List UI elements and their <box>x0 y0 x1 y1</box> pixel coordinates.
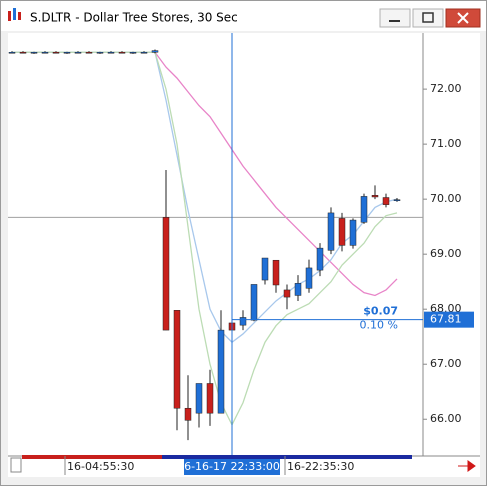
candle-body <box>173 310 181 409</box>
candle-body <box>140 52 148 54</box>
y-tick-label: 69.00 <box>430 247 462 260</box>
candle-body <box>338 218 346 246</box>
y-tick-label: 66.00 <box>430 412 462 425</box>
candle-body <box>316 247 324 271</box>
crosshair-time-box <box>184 459 280 475</box>
candle-body <box>272 259 280 286</box>
minimize-button[interactable] <box>379 8 411 28</box>
candle-body <box>393 199 401 201</box>
x-tick-label: 16-04:55:30 <box>67 460 134 473</box>
candle-body <box>382 197 390 205</box>
x-tick-label: 6-16-17 22:33:00 <box>184 460 280 473</box>
candle-body <box>371 195 379 198</box>
y-tick-label: 67.00 <box>430 357 462 370</box>
crosshair-price-label: 67.81 <box>430 313 462 326</box>
candle-body <box>41 52 49 54</box>
close-icon <box>457 12 469 24</box>
scrollbar-right[interactable] <box>162 455 412 459</box>
candle-body <box>217 329 225 414</box>
window-icon <box>8 8 21 21</box>
candle-body <box>195 383 203 414</box>
plot: 66.0067.0068.0069.0070.0071.0072.0067.81… <box>8 33 474 475</box>
maximize-button[interactable] <box>412 8 444 28</box>
annotation: 0.10 % <box>360 319 398 332</box>
candle-body <box>349 219 357 246</box>
candle-body <box>63 52 71 54</box>
x-tick-label: 16-22:35:30 <box>287 460 354 473</box>
candle-body <box>294 283 302 296</box>
candle-body <box>85 52 93 54</box>
candle-body <box>239 317 247 326</box>
candle-body <box>118 52 126 54</box>
chart-area <box>8 33 480 477</box>
y-tick-label: 72.00 <box>430 82 462 95</box>
scrollbar-left[interactable] <box>22 455 162 459</box>
window-title: S.DLTR - Dollar Tree Stores, 30 Sec <box>30 11 238 25</box>
candle-body <box>184 407 192 421</box>
candle-body <box>19 52 27 54</box>
candle-body <box>283 289 291 298</box>
scroll-right-arrow[interactable] <box>458 460 476 472</box>
candle-body <box>261 257 269 281</box>
candle-body <box>8 52 16 54</box>
candle-body <box>96 52 104 54</box>
maximize-icon <box>422 12 434 23</box>
y-tick-label: 70.00 <box>430 192 462 205</box>
candle-body <box>162 217 170 331</box>
candle-body <box>52 52 60 54</box>
candle-body <box>107 52 115 54</box>
candle-body <box>129 52 137 54</box>
price-box <box>424 311 474 328</box>
candle-body <box>360 196 368 223</box>
candle-body <box>206 383 214 414</box>
y-tick-label: 71.00 <box>430 137 462 150</box>
annotation: $0.07 <box>363 305 398 318</box>
candle-body <box>305 267 313 289</box>
candle-body <box>250 284 258 321</box>
candle-body <box>30 52 38 54</box>
candle-body <box>74 52 82 54</box>
scroll-handle[interactable] <box>10 457 22 473</box>
candle-body <box>327 212 335 251</box>
candle-body <box>151 50 159 53</box>
